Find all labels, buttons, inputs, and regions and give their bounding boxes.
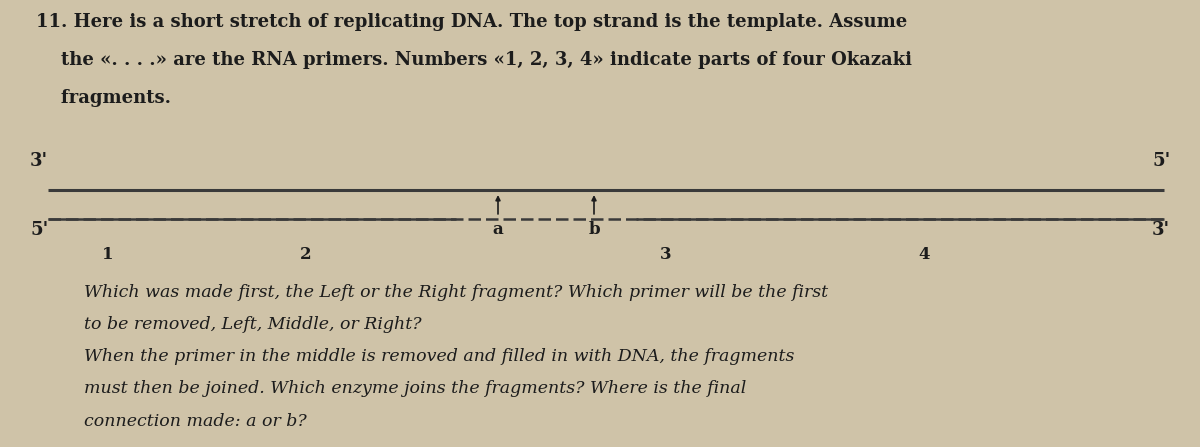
Text: connection made: a or b?: connection made: a or b? xyxy=(84,413,307,430)
Text: to be removed, Left, Middle, or Right?: to be removed, Left, Middle, or Right? xyxy=(84,316,421,333)
Text: 3: 3 xyxy=(660,246,672,263)
Text: 3': 3' xyxy=(1152,221,1170,239)
Text: must then be joined. Which enzyme joins the fragments? Where is the final: must then be joined. Which enzyme joins … xyxy=(84,380,746,397)
Text: 3': 3' xyxy=(30,152,48,170)
Text: 2: 2 xyxy=(300,246,312,263)
Text: a: a xyxy=(493,221,503,238)
Text: 1: 1 xyxy=(102,246,114,263)
Text: 5': 5' xyxy=(1152,152,1170,170)
Text: 4: 4 xyxy=(918,246,930,263)
Text: 5': 5' xyxy=(30,221,48,239)
Text: b: b xyxy=(588,221,600,238)
Text: fragments.: fragments. xyxy=(36,89,172,107)
Text: When the primer in the middle is removed and filled in with DNA, the fragments: When the primer in the middle is removed… xyxy=(84,348,794,365)
Text: Which was made first, the Left or the Right fragment? Which primer will be the f: Which was made first, the Left or the Ri… xyxy=(84,284,828,301)
Text: the «. . . .» are the RNA primers. Numbers «1, 2, 3, 4» indicate parts of four O: the «. . . .» are the RNA primers. Numbe… xyxy=(36,51,912,69)
Text: 11. Here is a short stretch of replicating DNA. The top strand is the template. : 11. Here is a short stretch of replicati… xyxy=(36,13,907,31)
